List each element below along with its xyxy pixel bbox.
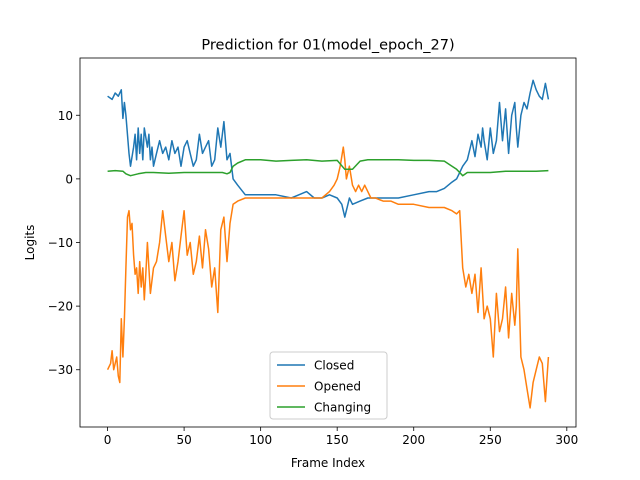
legend-label-changing: Changing xyxy=(314,401,371,415)
x-tick-label: 300 xyxy=(555,433,578,447)
plot-area xyxy=(106,79,550,409)
legend-box xyxy=(269,351,388,420)
y-axis-ticks: 10 0 −10 −20 −30 xyxy=(48,109,80,377)
y-axis-label: Logits xyxy=(23,225,37,261)
x-tick-label: 100 xyxy=(249,433,272,447)
legend: Closed Opened Changing xyxy=(269,351,388,420)
series-line-closed xyxy=(107,79,550,218)
x-axis-label: Frame Index xyxy=(291,456,365,470)
x-tick-label: 150 xyxy=(326,433,349,447)
y-tick-label: 0 xyxy=(65,172,73,186)
legend-label-closed: Closed xyxy=(314,359,354,373)
y-tick-label: −30 xyxy=(48,363,73,377)
legend-label-opened: Opened xyxy=(314,380,361,394)
x-tick-label: 250 xyxy=(479,433,502,447)
x-tick-label: 200 xyxy=(402,433,425,447)
x-tick-label: 50 xyxy=(176,433,191,447)
y-tick-label: 10 xyxy=(58,109,73,123)
series-line-opened xyxy=(106,146,550,409)
x-tick-label: 0 xyxy=(104,433,112,447)
series-line-changing xyxy=(107,159,549,177)
chart-title: Prediction for 01(model_epoch_27) xyxy=(201,38,454,54)
y-tick-label: −10 xyxy=(48,236,73,250)
y-tick-label: −20 xyxy=(48,300,73,314)
x-axis-ticks: 0 50 100 150 200 250 300 xyxy=(104,427,578,447)
